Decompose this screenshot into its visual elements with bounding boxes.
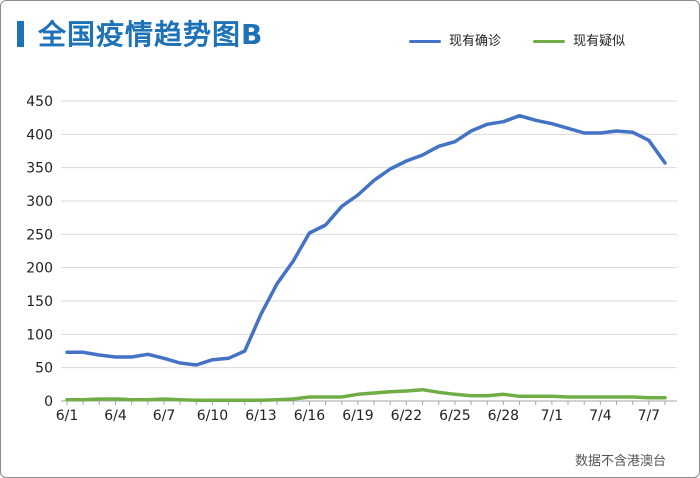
x-tick-label: 6/19 xyxy=(342,408,373,424)
x-tick-label: 6/13 xyxy=(245,408,276,424)
y-tick-label: 250 xyxy=(26,227,53,243)
y-tick-label: 150 xyxy=(26,294,53,310)
legend-item-confirmed: 现有确诊 xyxy=(409,30,501,49)
x-tick-label: 6/1 xyxy=(56,408,79,424)
y-tick-label: 0 xyxy=(44,394,53,410)
y-tick-label: 350 xyxy=(26,161,53,177)
x-tick-label: 6/10 xyxy=(197,408,228,424)
y-tick-label: 450 xyxy=(26,94,53,110)
legend-swatch-confirmed xyxy=(409,40,441,43)
x-tick-label: 6/16 xyxy=(294,408,326,424)
legend-label-suspected: 现有疑似 xyxy=(573,34,626,49)
x-tick-label: 7/4 xyxy=(589,408,612,424)
legend-label-confirmed: 现有确诊 xyxy=(449,34,502,49)
x-tick-label: 6/4 xyxy=(104,408,127,424)
legend-swatch-suspected xyxy=(533,40,566,43)
series-line-suspected xyxy=(65,387,667,403)
chart-title: 全国疫情趋势图B xyxy=(38,18,264,51)
y-tick-label: 100 xyxy=(26,327,53,343)
y-tick-label: 400 xyxy=(26,127,53,143)
x-tick-label: 7/7 xyxy=(638,408,661,424)
legend: 现有确诊 现有疑似 xyxy=(409,30,653,49)
title-accent-bar xyxy=(17,21,24,47)
x-tick-label: 6/7 xyxy=(153,408,176,424)
y-tick-label: 200 xyxy=(26,261,53,277)
legend-item-suspected: 现有疑似 xyxy=(533,30,625,49)
source-note: 数据不含港澳台 xyxy=(575,454,667,469)
x-tick-label: 6/22 xyxy=(391,408,422,424)
x-tick-label: 6/25 xyxy=(439,408,470,424)
x-tick-label: 7/1 xyxy=(541,408,564,424)
y-tick-label: 300 xyxy=(26,194,53,210)
x-tick-label: 6/28 xyxy=(488,408,519,424)
y-tick-label: 50 xyxy=(35,361,53,377)
series-line-confirmed xyxy=(65,113,667,367)
